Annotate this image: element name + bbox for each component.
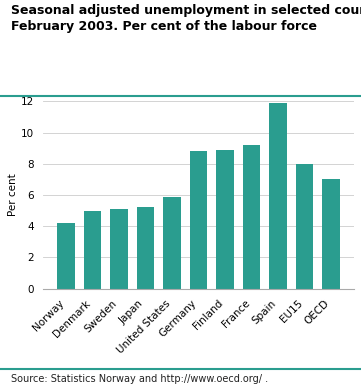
Bar [84, 211, 101, 289]
Bar [110, 209, 128, 289]
Bar [243, 145, 260, 289]
Bar [137, 207, 154, 289]
Bar [190, 151, 207, 289]
Text: Source: Statistics Norway and http://www.oecd.org/ .: Source: Statistics Norway and http://www… [11, 374, 268, 385]
Y-axis label: Per cent: Per cent [8, 174, 18, 216]
Bar [57, 223, 75, 289]
Bar [217, 150, 234, 289]
Bar [296, 164, 313, 289]
Bar [269, 103, 287, 289]
Bar [322, 179, 340, 289]
Text: Seasonal adjusted unemployment in selected countries,
February 2003. Per cent of: Seasonal adjusted unemployment in select… [11, 4, 361, 33]
Bar [164, 197, 180, 289]
